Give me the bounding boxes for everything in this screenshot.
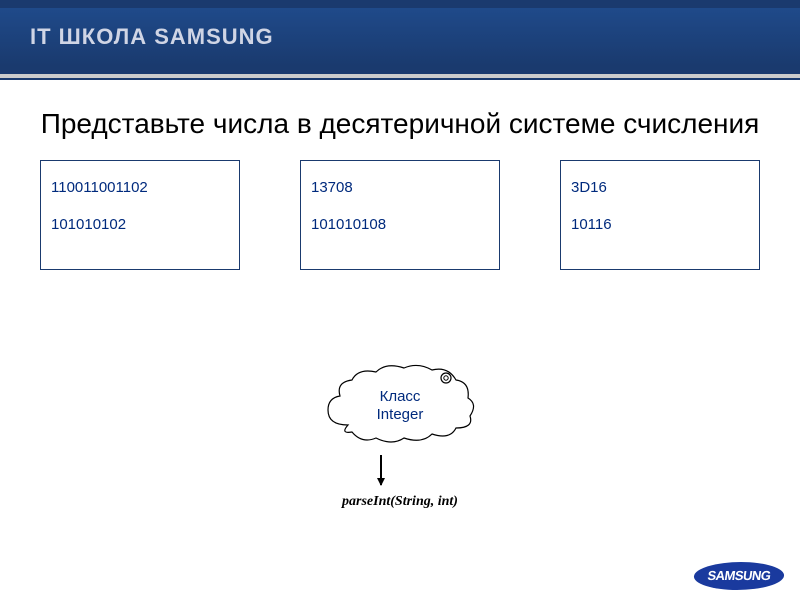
header-title: IT ШКОЛА SAMSUNG — [30, 24, 274, 50]
box-hex: 3D16 10116 — [560, 160, 760, 270]
boxes-row: 110011001102 101010102 13708 101010108 3… — [40, 160, 760, 270]
box-value: 110011001102 — [51, 179, 229, 196]
cloud-container: Класс Integer — [300, 360, 500, 450]
cloud-line1: Класс — [380, 388, 421, 405]
cloud-label: Класс Integer — [318, 388, 483, 424]
header-bar: IT ШКОЛА SAMSUNG — [0, 0, 800, 76]
box-value: 3D16 — [571, 179, 749, 196]
main-title: Представьте числа в десятеричной системе… — [0, 106, 800, 142]
box-octal: 13708 101010108 — [300, 160, 500, 270]
box-binary: 110011001102 101010102 — [40, 160, 240, 270]
method-label: parseInt(String, int) — [300, 494, 500, 510]
cloud-shape: Класс Integer — [318, 360, 483, 450]
arrow-down-icon — [380, 455, 382, 485]
box-value: 10116 — [571, 216, 749, 233]
cloud-line2: Integer — [377, 406, 424, 423]
box-value: 101010108 — [311, 216, 489, 233]
box-value: 101010102 — [51, 216, 229, 233]
logo-text: SAMSUNG — [692, 562, 786, 590]
header-inner: IT ШКОЛА SAMSUNG — [0, 8, 800, 66]
box-value: 13708 — [311, 179, 489, 196]
header-stripe — [0, 74, 800, 80]
samsung-logo: SAMSUNG — [694, 562, 784, 590]
